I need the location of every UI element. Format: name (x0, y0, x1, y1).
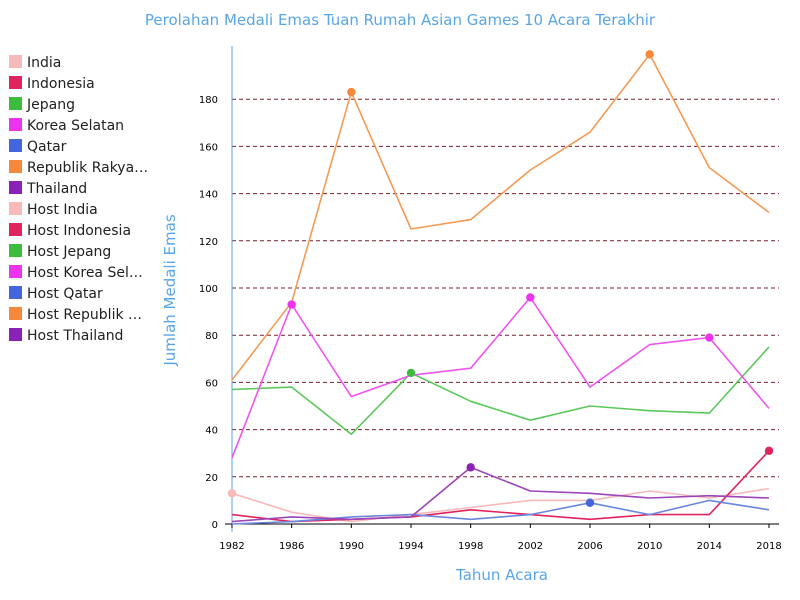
x-tick-label: 1982 (219, 541, 244, 552)
legend-swatch (9, 118, 22, 131)
host-marker-host-republik-rakyat-tiongkok (347, 87, 356, 97)
y-tick-label: 180 (199, 95, 218, 106)
host-marker-host-jepang (406, 368, 416, 378)
legend-label: Indonesia (27, 76, 95, 92)
legend-swatch (9, 202, 22, 215)
legend-label: Republik Rakya… (27, 160, 148, 176)
legend-swatch (9, 265, 22, 278)
x-tick-label: 1998 (458, 541, 483, 552)
series-line-india (231, 487, 770, 523)
legend-label: Host India (27, 202, 98, 218)
legend: India Indonesia Jepang Korea Selatan Qatar Re… (9, 55, 148, 344)
y-tick-label: 140 (199, 190, 218, 201)
grid-lines (232, 98, 779, 478)
y-axis-title: Jumlah Medali Emas (161, 214, 179, 366)
host-markers (227, 50, 774, 507)
series-line-republik-rakyat-tiongkok (231, 53, 770, 381)
legend-swatch (9, 244, 22, 257)
host-marker-host-republik-rakyat-tiongkok (645, 50, 654, 59)
legend-label: Host Qatar (27, 286, 103, 302)
series-line-indonesia (231, 450, 770, 523)
x-tick-label: 2002 (518, 541, 543, 552)
host-marker-host-korea-selatan (526, 293, 535, 302)
series-line-jepang (231, 346, 770, 436)
legend-label: Qatar (27, 139, 67, 155)
x-tick-label: 2014 (697, 541, 722, 552)
legend-swatch (9, 286, 22, 299)
legend-label: Host Indonesia (27, 223, 131, 239)
host-marker-host-korea-selatan (705, 333, 714, 342)
x-tick-label: 1990 (339, 541, 364, 552)
host-marker-host-india (227, 489, 237, 498)
legend-label: Host Republik … (27, 307, 142, 323)
legend-swatch (9, 307, 22, 320)
host-marker-host-thailand (466, 463, 475, 472)
x-tick-label: 2010 (637, 541, 662, 552)
series-line-korea-selatan (231, 296, 770, 459)
series-line-thailand (231, 466, 770, 523)
y-tick-label: 20 (205, 473, 218, 484)
y-tick-label: 120 (199, 237, 218, 248)
axes: 0 20 40 60 80 100 120 140 160 180 1982 1986 1990 1994… (199, 46, 782, 552)
x-axis-title: Tahun Acara (455, 566, 548, 584)
y-tick-label: 160 (199, 142, 218, 153)
legend-label: India (27, 55, 61, 71)
series-line-qatar (231, 499, 770, 525)
legend-swatch (9, 55, 22, 68)
series-lines (231, 53, 770, 525)
y-tick-label: 100 (199, 284, 218, 295)
y-tick-label: 0 (212, 520, 218, 531)
legend-swatch (9, 181, 22, 194)
legend-swatch (9, 328, 22, 341)
chart-title: Perolahan Medali Emas Tuan Rumah Asian G… (145, 11, 656, 29)
y-tick-label: 60 (205, 378, 218, 389)
host-marker-host-korea-selatan (287, 300, 296, 309)
x-tick-label: 2006 (577, 541, 602, 552)
host-marker-host-qatar (585, 498, 595, 507)
x-tick-label: 1994 (398, 541, 423, 552)
legend-swatch (9, 223, 22, 236)
legend-label: Host Jepang (27, 244, 111, 260)
legend-swatch (9, 139, 22, 152)
host-marker-host-indonesia (764, 446, 774, 456)
legend-swatch (9, 97, 22, 110)
y-tick-label: 80 (205, 331, 218, 342)
y-tick-label: 40 (205, 426, 218, 437)
legend-swatch (9, 76, 22, 89)
legend-label: Jepang (26, 97, 75, 113)
legend-label: Host Thailand (27, 328, 123, 344)
x-tick-label: 1986 (279, 541, 304, 552)
legend-label: Thailand (26, 181, 87, 197)
legend-swatch (9, 160, 22, 173)
legend-label: Host Korea Sel… (27, 265, 143, 281)
legend-label: Korea Selatan (27, 118, 124, 134)
x-tick-label: 2018 (756, 541, 781, 552)
